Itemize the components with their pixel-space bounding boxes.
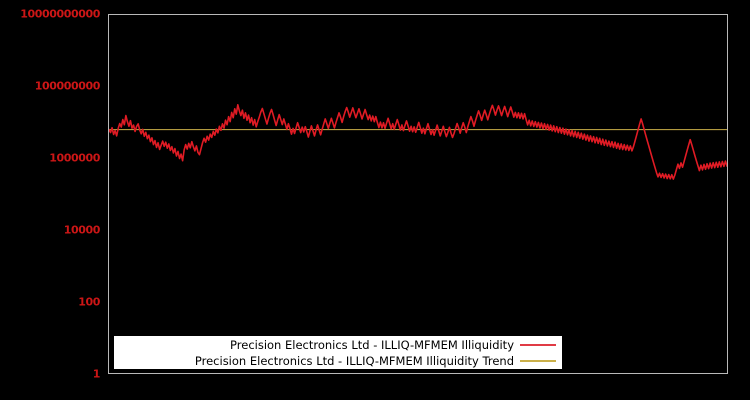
y-axis-tick-label: 100000000	[34, 79, 101, 93]
legend-swatch-icon	[520, 343, 556, 346]
legend-label: Precision Electronics Ltd - ILLIQ-MFMEM …	[230, 337, 514, 352]
y-axis-tick-labels: 10000000000 100000000 1000000 10000 100 …	[0, 0, 104, 400]
y-axis-tick-label: 1	[92, 367, 101, 381]
chart-legend: Precision Electronics Ltd - ILLIQ-MFMEM …	[114, 336, 562, 369]
y-axis-tick-label: 10000000000	[20, 7, 100, 21]
legend-item-illiquidity: Precision Electronics Ltd - ILLIQ-MFMEM …	[114, 337, 556, 353]
legend-swatch-icon	[520, 359, 556, 362]
legend-label: Precision Electronics Ltd - ILLIQ-MFMEM …	[194, 353, 514, 368]
plot-canvas	[109, 15, 727, 373]
plot-area	[108, 14, 728, 374]
illiquidity-series-line	[109, 105, 727, 179]
y-axis-tick-label: 10000	[63, 223, 101, 237]
legend-item-illiquidity-trend: Precision Electronics Ltd - ILLIQ-MFMEM …	[114, 353, 556, 369]
y-axis-tick-label: 1000000	[49, 151, 100, 165]
y-axis-tick-label: 100	[78, 295, 100, 309]
